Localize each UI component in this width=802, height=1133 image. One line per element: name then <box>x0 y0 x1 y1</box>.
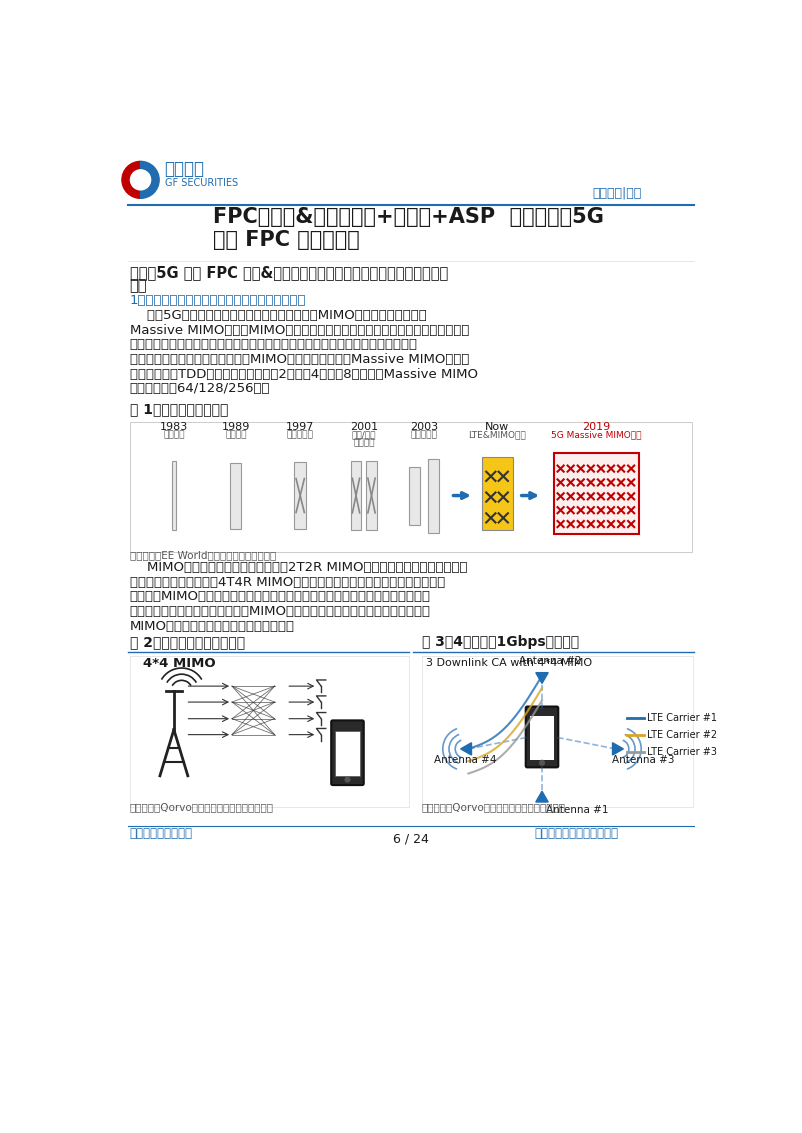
Text: 图 2：基站与手机端一一对应: 图 2：基站与手机端一一对应 <box>130 636 245 649</box>
FancyBboxPatch shape <box>526 707 558 767</box>
Text: LTE Carrier #2: LTE Carrier #2 <box>646 730 717 740</box>
Text: FPC：天线&传输线数量+渗透率+ASP  三重提升，5G: FPC：天线&传输线数量+渗透率+ASP 三重提升，5G <box>213 207 603 227</box>
Text: 全向天线: 全向天线 <box>163 431 184 440</box>
Text: 深度分析|电子: 深度分析|电子 <box>593 186 642 199</box>
Text: 阶段，传统的TDD网络的天线基本上是2天线、4天线或8天线，而Massive MIMO: 阶段，传统的TDD网络的天线基本上是2天线、4天线或8天线，而Massive M… <box>130 368 478 381</box>
Text: MIMO阶数提升带来天线数量提升。2T2R MIMO即基站有两个发射天线，对应: MIMO阶数提升带来天线数量提升。2T2R MIMO即基站有两个发射天线，对应 <box>130 561 468 574</box>
Text: 3 Downlink CA with 4*4 MIMO: 3 Downlink CA with 4*4 MIMO <box>426 658 592 667</box>
Text: 改善通信质量，进一步提高下载速率。移动基站天线经历了一体化宏基站天线、基: 改善通信质量，进一步提高下载速率。移动基站天线经历了一体化宏基站天线、基 <box>130 339 418 351</box>
Text: 5G Massive MIMO天线: 5G Massive MIMO天线 <box>551 431 642 440</box>
Wedge shape <box>140 161 159 198</box>
Text: 数据来源：EE World、广发证券发展研究中心: 数据来源：EE World、广发证券发展研究中心 <box>130 550 276 560</box>
Text: LTE&MIMO天线: LTE&MIMO天线 <box>468 431 526 440</box>
Text: 的通道数达到64/128/256个。: 的通道数达到64/128/256个。 <box>130 382 270 395</box>
FancyBboxPatch shape <box>481 457 512 530</box>
Text: 4*4 MIMO: 4*4 MIMO <box>143 657 216 671</box>
Polygon shape <box>536 673 549 683</box>
Text: 图 3：4天线达成1Gbps下载速率: 图 3：4天线达成1Gbps下载速率 <box>422 636 579 649</box>
FancyBboxPatch shape <box>422 656 693 807</box>
Text: 数据来源：Qorvo官网、广发证券发展研究中心: 数据来源：Qorvo官网、广发证券发展研究中心 <box>130 802 273 812</box>
Text: 多频段天线: 多频段天线 <box>411 431 438 440</box>
FancyBboxPatch shape <box>294 461 306 529</box>
Text: 定向天线: 定向天线 <box>225 431 247 440</box>
FancyBboxPatch shape <box>172 461 176 530</box>
FancyBboxPatch shape <box>529 716 554 759</box>
Text: 带处理单元和射频拉远模块分离、MIMO天线、有源天线、Massive MIMO等发展: 带处理单元和射频拉远模块分离、MIMO天线、有源天线、Massive MIMO等… <box>130 353 469 366</box>
Text: 数据来源：Qorvo官网、广发证券发展研究中心: 数据来源：Qorvo官网、广发证券发展研究中心 <box>422 802 566 812</box>
Text: Antenna #1: Antenna #1 <box>546 804 609 815</box>
FancyBboxPatch shape <box>350 461 362 530</box>
Text: Antenna #4: Antenna #4 <box>434 755 496 765</box>
Text: 量增：5G 时代 FPC 天线&传输线数量和渗透率双升，安卓阵营有望大量: 量增：5G 时代 FPC 天线&传输线数量和渗透率双升，安卓阵营有望大量 <box>130 265 448 280</box>
Circle shape <box>540 760 545 765</box>
Text: 广发证券: 广发证券 <box>164 161 205 179</box>
Text: 手机上有两个接收天线，4T4R MIMO则对应基站端四个发射天线，手机端四个接: 手机上有两个接收天线，4T4R MIMO则对应基站端四个发射天线，手机端四个接 <box>130 576 445 589</box>
Text: Antenna #3: Antenna #3 <box>612 755 674 765</box>
Text: 识别风险，发现价值: 识别风险，发现价值 <box>130 827 192 840</box>
Text: 1989: 1989 <box>221 423 250 432</box>
Polygon shape <box>460 743 472 755</box>
Text: 收天线，MIMO阶数越高，信道数量越多，所需的天线数量也呈现阶段性地增加。: 收天线，MIMO阶数越高，信道数量越多，所需的天线数量也呈现阶段性地增加。 <box>130 590 431 603</box>
Text: Massive MIMO技术。MIMO系统提升天线数量，增加信息传输的物理通道，从而: Massive MIMO技术。MIMO系统提升天线数量，增加信息传输的物理通道，… <box>130 324 469 337</box>
Text: 请务必阅读末页的免责声明: 请务必阅读末页的免责声明 <box>534 827 618 840</box>
Text: LTE Carrier #1: LTE Carrier #1 <box>646 713 717 723</box>
Text: 终端 FPC 价值量提升: 终端 FPC 价值量提升 <box>213 230 359 250</box>
Text: 电调天线: 电调天线 <box>353 438 375 448</box>
Text: 2019: 2019 <box>582 423 610 432</box>
Text: 电调/远程: 电调/远程 <box>351 431 376 440</box>
Circle shape <box>131 170 151 190</box>
Wedge shape <box>122 161 140 198</box>
Text: 1、天线阶数增加拉动天线和射频传输线数量提升: 1、天线阶数增加拉动天线和射频传输线数量提升 <box>130 293 306 307</box>
FancyBboxPatch shape <box>230 463 241 529</box>
Text: 1997: 1997 <box>286 423 314 432</box>
Text: 图 1：基站天线技术演进: 图 1：基站天线技术演进 <box>130 402 228 416</box>
Polygon shape <box>613 743 623 755</box>
Text: 由于载波聚合和信道复用等技术，MIMO阶数和天线数量并不是完全对应关系，但: 由于载波聚合和信道复用等技术，MIMO阶数和天线数量并不是完全对应关系，但 <box>130 605 431 617</box>
Text: 导入: 导入 <box>130 278 148 293</box>
FancyBboxPatch shape <box>130 423 692 552</box>
Circle shape <box>345 777 350 782</box>
Text: GF SECURITIES: GF SECURITIES <box>164 178 237 188</box>
Text: 2001: 2001 <box>350 423 378 432</box>
Text: 双极化天线: 双极化天线 <box>287 431 314 440</box>
Polygon shape <box>536 791 549 802</box>
Text: 1983: 1983 <box>160 423 188 432</box>
Text: Now: Now <box>485 423 509 432</box>
Text: LTE Carrier #3: LTE Carrier #3 <box>646 747 717 757</box>
FancyBboxPatch shape <box>428 459 439 533</box>
FancyBboxPatch shape <box>130 656 409 807</box>
Text: 基于5G时代扩充网络容量的需求，天线列阵从MIMO技术升级为更先进的: 基于5G时代扩充网络容量的需求，天线列阵从MIMO技术升级为更先进的 <box>130 309 427 322</box>
Text: MIMO阶数提升会直接带来天线数量提升。: MIMO阶数提升会直接带来天线数量提升。 <box>130 620 294 632</box>
FancyBboxPatch shape <box>410 467 420 525</box>
FancyBboxPatch shape <box>366 461 377 530</box>
FancyBboxPatch shape <box>331 721 364 785</box>
Text: 6 / 24: 6 / 24 <box>393 833 429 846</box>
Text: Antenna #2: Antenna #2 <box>519 656 581 666</box>
FancyBboxPatch shape <box>335 731 360 776</box>
Text: 2003: 2003 <box>410 423 438 432</box>
FancyBboxPatch shape <box>553 453 639 534</box>
